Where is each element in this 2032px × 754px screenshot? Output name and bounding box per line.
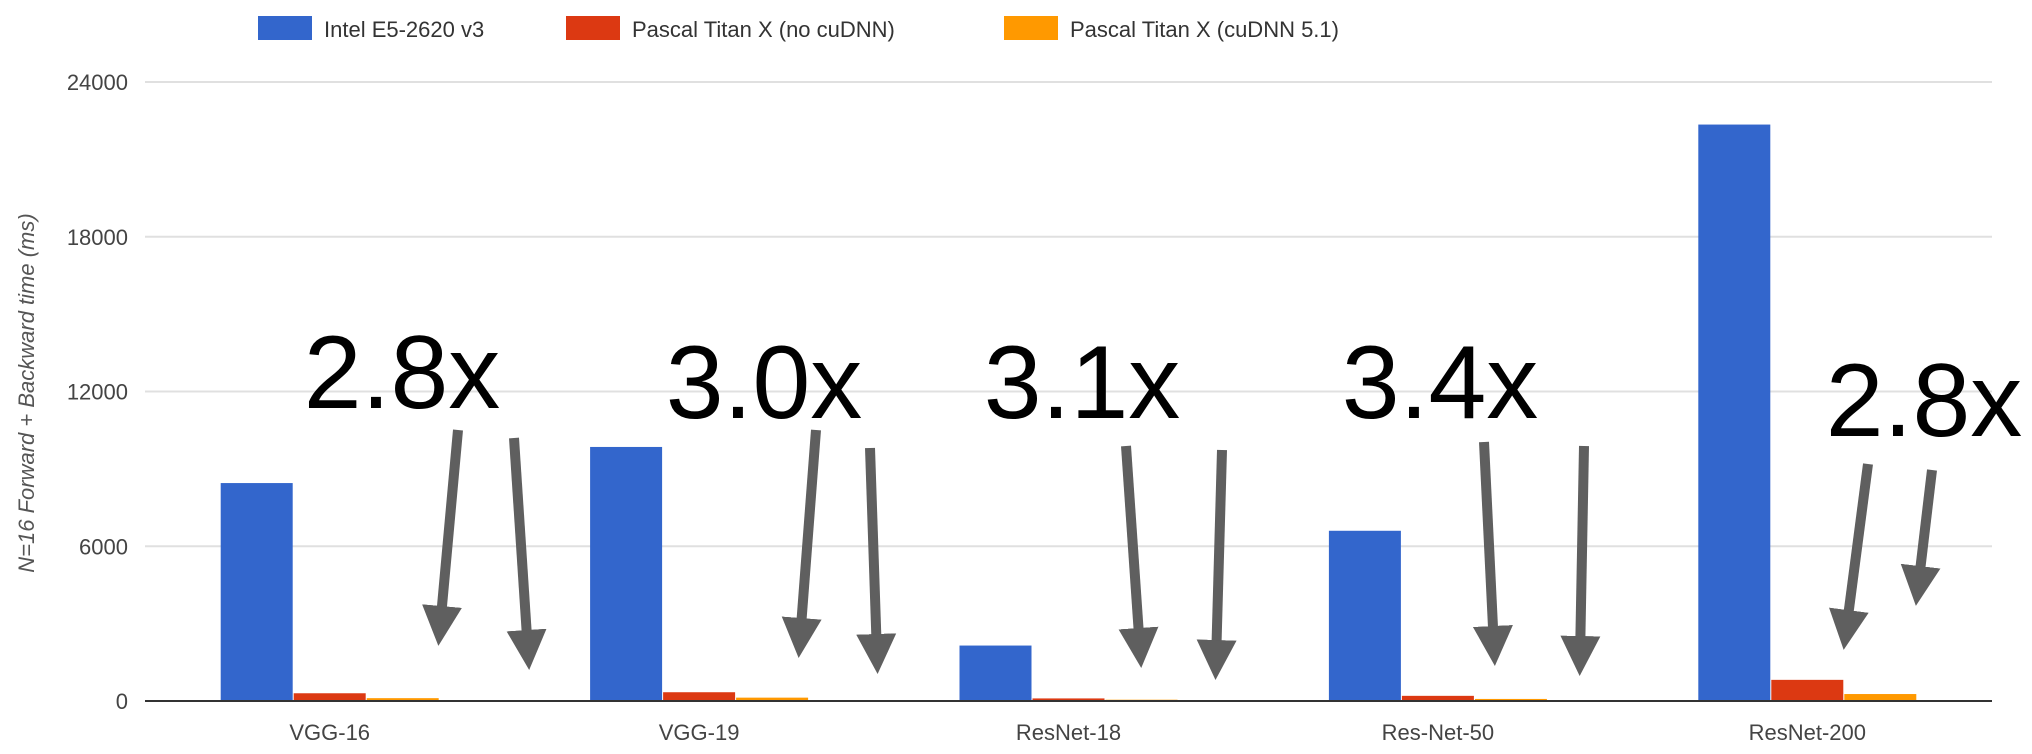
bar	[1032, 698, 1105, 701]
y-tick-label: 12000	[67, 380, 128, 405]
annotation-arrow	[1196, 449, 1237, 680]
bar	[1328, 530, 1401, 701]
y-tick-label: 6000	[79, 534, 128, 559]
annotation-arrow	[856, 447, 897, 674]
x-tick-label: ResNet-18	[1016, 720, 1121, 745]
annotation-arrow	[506, 437, 547, 670]
legend-label: Intel E5-2620 v3	[324, 17, 484, 42]
bar	[1771, 679, 1844, 701]
legend-swatch	[1004, 16, 1058, 40]
bar	[366, 698, 439, 701]
y-axis-tick-labels: 0 6000 12000 18000 24000	[67, 70, 128, 714]
annotation-arrow	[1118, 445, 1159, 668]
annotation-arrow	[1472, 441, 1513, 666]
bar	[736, 697, 809, 701]
legend-swatch	[566, 16, 620, 40]
legend-label: Pascal Titan X (cuDNN 5.1)	[1070, 17, 1339, 42]
speedup-annotation: 3.1x	[984, 325, 1181, 441]
annotation-arrow	[1560, 445, 1601, 676]
gridlines	[145, 81, 1992, 548]
bar	[663, 692, 736, 701]
bar	[1401, 695, 1474, 701]
legend-label: Pascal Titan X (no cuDNN)	[632, 17, 895, 42]
annotation-arrow	[781, 429, 822, 658]
bar	[959, 645, 1032, 701]
speedup-annotations: 2.8x 3.0x 3.1x 3.4x 2.8x	[304, 315, 2023, 459]
bar	[1474, 698, 1547, 701]
legend-swatch	[258, 16, 312, 40]
bar	[1844, 694, 1917, 701]
bar	[590, 446, 663, 701]
y-tick-label: 0	[116, 689, 128, 714]
y-tick-label: 24000	[67, 70, 128, 95]
speedup-annotation: 2.8x	[1826, 343, 2023, 459]
legend: Intel E5-2620 v3 Pascal Titan X (no cuDNN…	[258, 16, 1339, 42]
bar	[1698, 124, 1771, 701]
x-tick-label: Res-Net-50	[1382, 720, 1494, 745]
y-axis-label: N=16 Forward + Backward time (ms)	[14, 213, 39, 572]
x-tick-label: VGG-19	[659, 720, 740, 745]
bar	[220, 483, 293, 701]
x-tick-label: ResNet-200	[1749, 720, 1866, 745]
y-tick-label: 18000	[67, 225, 128, 250]
annotation-arrows	[422, 429, 1941, 680]
x-axis-tick-labels: VGG-16 VGG-19 ResNet-18 Res-Net-50 ResNet-20…	[289, 720, 1866, 745]
speedup-annotation: 2.8x	[304, 315, 501, 431]
annotation-arrow	[1829, 463, 1873, 650]
speedup-annotation: 3.4x	[1342, 325, 1539, 441]
annotation-arrow	[422, 429, 463, 646]
speedup-annotation: 3.0x	[666, 325, 863, 441]
x-tick-label: VGG-16	[289, 720, 370, 745]
bar	[293, 693, 366, 701]
annotation-arrow	[1900, 469, 1941, 606]
